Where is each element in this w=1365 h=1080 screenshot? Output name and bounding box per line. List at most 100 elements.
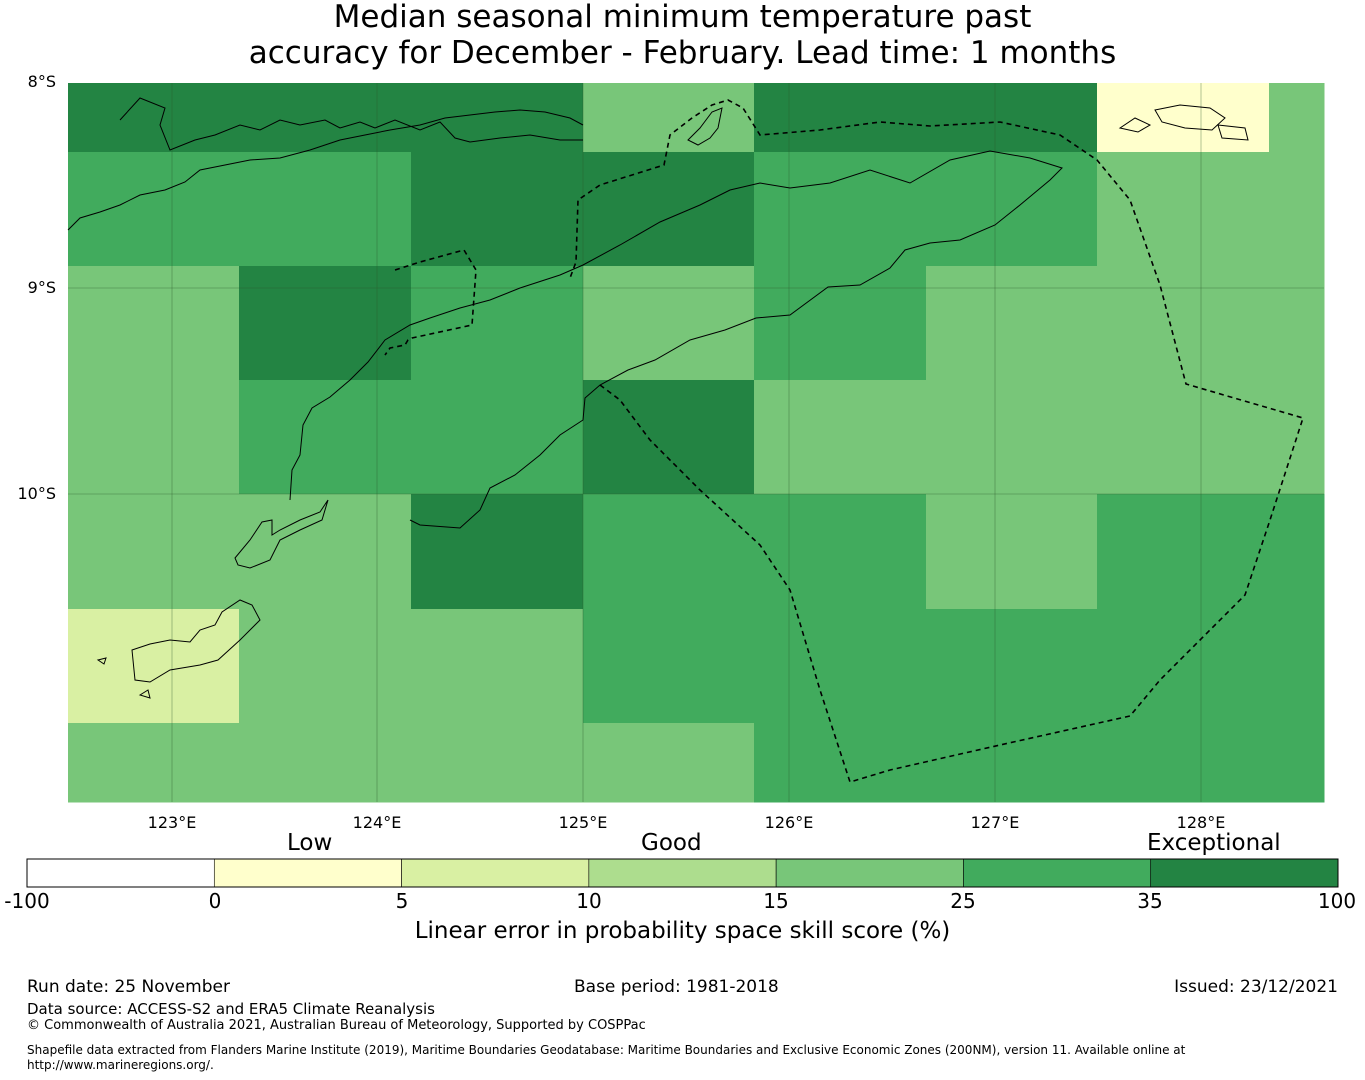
northern-islands-coastline: [119, 97, 583, 151]
grid-cell: [754, 723, 927, 803]
grid-cell: [926, 494, 1098, 610]
grid-cell: [411, 266, 584, 381]
chart-title-line-2: accuracy for December - February. Lead t…: [248, 35, 1117, 71]
grid-cell: [68, 494, 240, 610]
eez-boundary-east: [569, 99, 1305, 783]
grid-cell: [1269, 494, 1325, 610]
grid-cell: [68, 152, 411, 266]
grid-cell: [1097, 723, 1270, 803]
lon-label-127e: 127°E: [970, 813, 1020, 832]
grid-cell: [411, 152, 754, 266]
colorbar-segment: [1150, 858, 1339, 888]
colorbar-segment: [401, 858, 590, 888]
lon-label-128e: 128°E: [1176, 813, 1226, 832]
grid-cell: [754, 380, 927, 495]
grid-cell: [754, 266, 927, 381]
grid-cell: [1269, 380, 1325, 495]
grid-cell: [239, 609, 412, 724]
colorbar-tick-35: 35: [1137, 889, 1163, 913]
colorbar-tick-minus-100: -100: [4, 889, 50, 913]
grid-cell: [1097, 83, 1270, 153]
grid-cell: [239, 723, 412, 803]
flores-coastline: [67, 109, 584, 231]
grid-cell: [68, 266, 240, 381]
grid-cell: [583, 609, 755, 724]
grid-cell: [1269, 609, 1325, 724]
grid-cell: [1269, 152, 1325, 267]
colorbar-tick-25: 25: [950, 889, 976, 913]
lon-label-124e: 124°E: [352, 813, 402, 832]
grid-cell: [1097, 609, 1270, 724]
grid-cell: [583, 723, 755, 803]
grid-cell: [1097, 494, 1270, 610]
grid-cell: [583, 380, 755, 495]
colorbar: [26, 858, 1339, 888]
coastlines: [67, 97, 1249, 699]
grid-cell: [239, 266, 412, 381]
category-exceptional: Exceptional: [1147, 830, 1281, 856]
grid-cell: [1097, 266, 1270, 381]
grid-cell: [926, 380, 1098, 495]
grid-cell: [411, 494, 584, 610]
lon-label-125e: 125°E: [558, 813, 608, 832]
colorbar-label: Linear error in probability space skill …: [414, 918, 951, 944]
shapefile-credit-line-1: Shapefile data extracted from Flanders M…: [27, 1043, 1186, 1057]
eez-boundary-oecusse: [384, 249, 477, 356]
grid-cell: [411, 723, 584, 803]
data-source: Data source: ACCESS-S2 and ERA5 Climate …: [27, 1000, 435, 1018]
rote-savu-coastline: [96, 599, 261, 699]
lon-label-126e: 126°E: [764, 813, 814, 832]
sumba-coastline: [234, 499, 329, 569]
colorbar-segment: [26, 858, 215, 888]
colorbar-segment: [963, 858, 1152, 888]
issued-date: Issued: 23/12/2021: [1174, 977, 1338, 997]
lat-label-8s: 8°S: [27, 72, 56, 91]
category-low: Low: [287, 830, 333, 856]
lat-label-10s: 10°S: [17, 484, 56, 503]
colorbar-tick-5: 5: [395, 889, 409, 913]
grid-cell: [68, 380, 240, 495]
base-period: Base period: 1981-2018: [574, 977, 779, 997]
grid-cell: [754, 494, 927, 610]
colorbar-tick-100: 100: [1317, 889, 1357, 913]
grid-cell: [754, 152, 1097, 266]
grid-cell: [68, 83, 240, 153]
colorbar-frame: [26, 858, 1339, 888]
grid-cell: [68, 723, 240, 803]
grid-cell: [68, 609, 240, 724]
lat-label-9s: 9°S: [27, 278, 56, 297]
wetar-coastline: [1118, 104, 1249, 141]
colorbar-tick-10: 10: [576, 889, 602, 913]
grid-cell: [239, 380, 583, 494]
grid-cell: [754, 609, 927, 724]
chart-title-line-1: Median seasonal minimum temperature past: [333, 0, 1032, 35]
lon-label-123e: 123°E: [147, 813, 197, 832]
colorbar-tick-0: 0: [208, 889, 222, 913]
colorbar-segment: [775, 858, 964, 888]
colorbar-segment: [213, 858, 402, 888]
grid-cell: [411, 83, 584, 153]
category-good: Good: [641, 830, 702, 856]
grid-cell: [239, 494, 412, 610]
grid-cell: [411, 609, 584, 724]
grid-cell: [1269, 723, 1325, 803]
grid-cell: [1269, 83, 1325, 153]
grid-cell: [239, 83, 412, 153]
colorbar-tick-15: 15: [763, 889, 789, 913]
grid-cell: [583, 266, 755, 381]
grid-cell: [1269, 266, 1325, 381]
shapefile-credit-line-2: http://www.marineregions.org/.: [27, 1058, 214, 1072]
grid-cell: [1097, 380, 1270, 495]
timor-coastline: [289, 150, 1063, 529]
copyright-notice: © Commonwealth of Australia 2021, Austra…: [27, 1018, 646, 1033]
skill-grid: [68, 83, 1325, 803]
atauro-island-coastline: [687, 107, 723, 146]
grid-cell: [583, 83, 755, 153]
grid-cell: [926, 83, 1098, 153]
colorbar-segment: [588, 858, 777, 888]
grid-cell: [583, 494, 755, 610]
graticule: [68, 83, 1324, 802]
maritime-boundaries: [384, 99, 1305, 783]
grid-cell: [926, 723, 1098, 803]
